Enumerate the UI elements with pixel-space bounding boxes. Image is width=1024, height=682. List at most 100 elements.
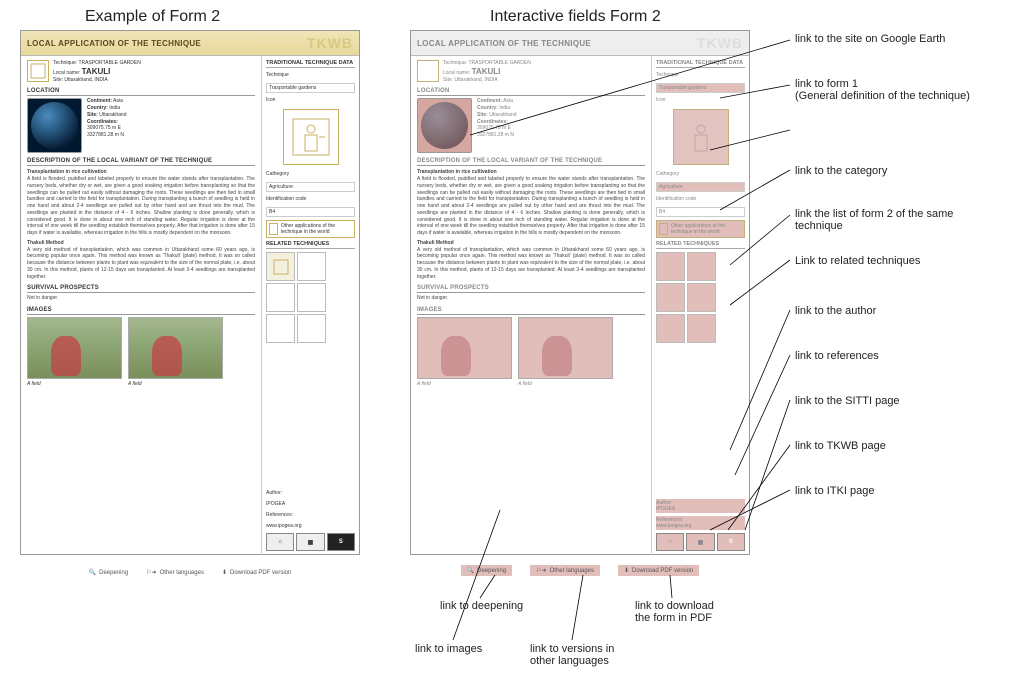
image-link-1[interactable]: A field: [417, 317, 512, 387]
magnify-icon: 🔍: [467, 567, 474, 574]
sitti-logo-link[interactable]: S: [717, 533, 745, 551]
ann-form1: link to form 1(General definition of the…: [795, 78, 970, 102]
section-survival: SURVIVAL PROSPECTS: [417, 285, 645, 293]
category-value: Agriculture: [266, 182, 355, 192]
related-item[interactable]: [266, 283, 295, 312]
tkwb-logo-link[interactable]: ▦: [686, 533, 714, 551]
description-body: Transplantation in rice cultivation A fi…: [417, 169, 645, 280]
related-item[interactable]: [297, 283, 326, 312]
image-2: A field: [128, 317, 223, 387]
idcode-value: B4: [656, 207, 745, 217]
value: TRASPORTABLE GARDEN: [79, 60, 141, 66]
itki-logo-link[interactable]: ⌂: [656, 533, 684, 551]
related-item[interactable]: [297, 314, 326, 343]
ann-related: Link to related techniques: [795, 255, 920, 267]
image-link-2[interactable]: A field: [518, 317, 613, 387]
tkwb-logo[interactable]: ▦: [296, 533, 324, 551]
pdf-link[interactable]: ⬇Download PDF version: [222, 569, 291, 576]
brand-logo: TKWB: [697, 35, 743, 51]
related-item[interactable]: [266, 252, 295, 281]
flag-icon: ⚐➜: [536, 567, 546, 574]
itki-logo[interactable]: ⌂: [266, 533, 294, 551]
related-item[interactable]: [266, 314, 295, 343]
deepening-link[interactable]: 🔍Deepening: [461, 565, 513, 576]
related-grid: [266, 252, 355, 343]
languages-link[interactable]: ⚐➜Other languages: [146, 569, 204, 576]
ann-itki: link to ITKI page: [795, 485, 875, 497]
deepening-link[interactable]: 🔍Deepening: [89, 569, 129, 576]
banner-title: LOCAL APPLICATION OF THE TECHNIQUE: [417, 39, 591, 48]
form-interactive: LOCAL APPLICATION OF THE TECHNIQUE TKWB …: [410, 30, 750, 555]
footer-links: 🔍Deepening ⚐➜Other languages ⬇Download P…: [411, 565, 749, 576]
brand-logo: TKWB: [307, 35, 353, 51]
ann-form2-list: link the list of form 2 of the sametechn…: [795, 208, 953, 232]
references-link[interactable]: References:www.ipogea.org: [656, 516, 745, 530]
heading-example: Example of Form 2: [85, 8, 220, 26]
section-description: DESCRIPTION OF THE LOCAL VARIANT OF THE …: [27, 158, 255, 166]
related-head: RELATED TECHNIQUES: [656, 241, 745, 249]
flag-icon: ⚐➜: [146, 569, 156, 576]
survival-text: Not in danger.: [417, 295, 645, 302]
related-link[interactable]: [687, 283, 716, 312]
local-name: TAKULI: [82, 67, 111, 76]
section-location: LOCATION: [27, 88, 255, 96]
label: Icon: [656, 96, 745, 104]
section-description: DESCRIPTION OF THE LOCAL VARIANT OF THE …: [417, 158, 645, 166]
technique-link[interactable]: Trasportable gardens: [656, 83, 745, 93]
other-apps-link[interactable]: Other applications of the technique in t…: [656, 220, 745, 238]
survival-text: Not in danger.: [27, 295, 255, 302]
ann-pdf: link to downloadthe form in PDF: [635, 600, 714, 624]
image-1: A field: [27, 317, 122, 387]
banner: LOCAL APPLICATION OF THE TECHNIQUE TKWB: [411, 31, 749, 56]
technique-value: Trasportable gardens: [266, 83, 355, 93]
location-meta: Continent: Asia Country: India Site: Utt…: [477, 98, 516, 153]
section-images: IMAGES: [417, 307, 645, 315]
section-images: IMAGES: [27, 307, 255, 315]
identification-row: Technique: TRASPORTABLE GARDEN Local nam…: [27, 60, 255, 83]
ann-languages: link to versions inother languages: [530, 643, 614, 667]
banner-title: LOCAL APPLICATION OF THE TECHNIQUE: [27, 39, 201, 48]
related-link[interactable]: [687, 252, 716, 281]
ann-tkwb: link to TKWB page: [795, 440, 886, 452]
side-head: TRADITIONAL TECHNIQUE DATA: [266, 60, 355, 68]
label: Cathegory: [656, 170, 745, 178]
author-link[interactable]: Author:IPOGEA: [656, 499, 745, 513]
other-apps-link[interactable]: Other applications of the technique in t…: [266, 220, 355, 238]
icon-link[interactable]: [673, 109, 729, 165]
category-link[interactable]: Agriculture: [656, 182, 745, 192]
ann-sitti: link to the SITTI page: [795, 395, 900, 407]
ann-deepening: link to deepening: [440, 600, 523, 612]
section-location: LOCATION: [417, 88, 645, 96]
related-link[interactable]: [656, 252, 685, 281]
ann-author: link to the author: [795, 305, 876, 317]
author-label: Author:: [266, 489, 355, 497]
globe-link[interactable]: [417, 98, 472, 153]
ann-category: link to the category: [795, 165, 887, 177]
label: Identification code: [656, 195, 745, 203]
identification-row: Technique: TRASPORTABLE GARDEN Local nam…: [417, 60, 645, 83]
related-item[interactable]: [297, 252, 326, 281]
related-head: RELATED TECHNIQUES: [266, 241, 355, 249]
ref-label: References:: [266, 511, 355, 519]
label: Technique: [656, 71, 745, 79]
ann-references: link to references: [795, 350, 879, 362]
languages-link[interactable]: ⚐➜Other languages: [530, 565, 600, 576]
related-link[interactable]: [687, 314, 716, 343]
related-link[interactable]: [656, 314, 685, 343]
label: Cathegory: [266, 170, 355, 178]
description-body: Transplantation in rice cultivation A fi…: [27, 169, 255, 280]
footer-links: 🔍Deepening ⚐➜Other languages ⬇Download P…: [21, 569, 359, 576]
magnify-icon: 🔍: [89, 569, 96, 576]
technique-thumb-icon: [417, 60, 439, 82]
label: Site:: [53, 77, 63, 83]
heading-interactive: Interactive fields Form 2: [490, 8, 661, 26]
idcode-value: B4: [266, 207, 355, 217]
location-meta: Continent: Asia Country: India Site: Utt…: [87, 98, 126, 153]
section-survival: SURVIVAL PROSPECTS: [27, 285, 255, 293]
logo-row: ⌂ ▦ S: [266, 533, 355, 551]
pdf-link[interactable]: ⬇Download PDF version: [618, 565, 699, 576]
related-link[interactable]: [656, 283, 685, 312]
download-icon: ⬇: [624, 567, 629, 574]
ann-google-earth: link to the site on Google Earth: [795, 33, 945, 45]
sitti-logo[interactable]: S: [327, 533, 355, 551]
